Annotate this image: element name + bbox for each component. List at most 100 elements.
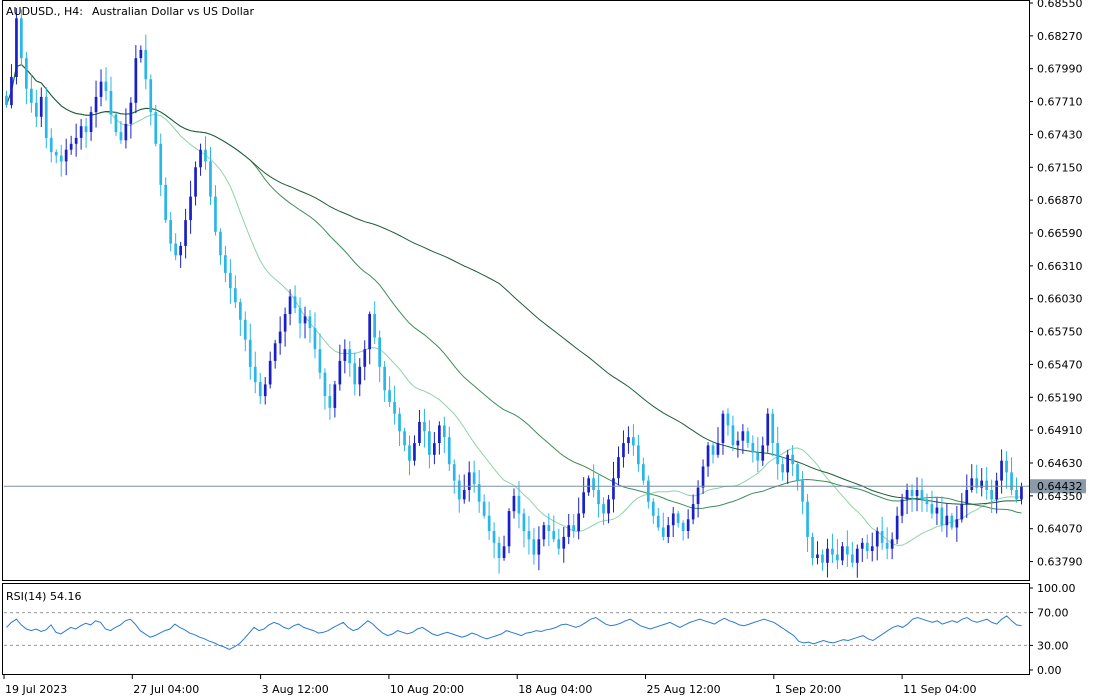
candle-body <box>159 143 163 185</box>
candle-body <box>801 480 804 502</box>
candle-body <box>522 513 526 532</box>
main-chart-frame <box>2 0 1030 581</box>
candle-body <box>149 79 153 113</box>
candle-body <box>602 504 605 514</box>
candle-body <box>492 531 496 543</box>
candle-body <box>671 513 675 526</box>
candle-body <box>935 507 939 514</box>
candle-body <box>746 431 750 443</box>
candle-body <box>985 480 988 490</box>
ma-slow-line <box>6 64 1022 505</box>
candle-body <box>870 546 874 551</box>
candle-body <box>786 454 789 473</box>
candle-body <box>293 296 297 309</box>
candle-body <box>647 480 650 502</box>
candle-body <box>661 527 665 537</box>
candle-body <box>930 504 934 514</box>
candle-body <box>119 132 123 141</box>
candle-body <box>726 413 730 426</box>
price-axis-tick-label: 0.68550 <box>1037 0 1083 10</box>
candle-body <box>318 349 322 373</box>
candle-body <box>622 443 625 458</box>
candle-body <box>408 445 411 461</box>
candle-body <box>612 478 615 500</box>
candle-body <box>209 161 212 197</box>
candle-body <box>497 542 501 559</box>
candle-body <box>298 308 302 324</box>
candle-body <box>89 112 93 132</box>
candle-body <box>253 366 257 383</box>
time-axis-tick-label: 18 Aug 04:00 <box>518 683 592 696</box>
candle-body <box>447 437 451 465</box>
candle-body <box>104 81 108 91</box>
candle-body <box>542 525 546 540</box>
candle-body <box>920 490 924 500</box>
chart-header-symbol: AUDUSD., H4: <box>6 5 83 18</box>
candle-body <box>403 431 406 446</box>
candle-body <box>651 501 655 516</box>
candle-body <box>517 495 521 514</box>
candle-body <box>592 478 595 490</box>
candle-body <box>995 480 998 500</box>
candle-body <box>502 546 506 558</box>
candle-body <box>328 396 332 408</box>
candle-body <box>617 457 620 479</box>
candle-body <box>154 112 158 144</box>
candle-body <box>94 96 98 113</box>
candle-body <box>811 536 814 558</box>
candle-body <box>975 478 979 488</box>
candle-body <box>273 343 277 361</box>
candle-body <box>741 431 745 441</box>
rsi-panel-frame <box>2 583 1030 675</box>
time-axis-tick-label: 11 Sep 04:00 <box>903 683 976 696</box>
candle-body <box>169 220 172 244</box>
candle-body <box>970 478 974 490</box>
price-axis-tick-label: 0.67150 <box>1037 161 1083 174</box>
candle-body <box>806 501 809 537</box>
current-price-label: 0.64432 <box>1037 480 1083 493</box>
candle-body <box>39 96 43 117</box>
rsi-axis-tick-label: 100.00 <box>1037 582 1076 595</box>
candle-body <box>383 366 386 391</box>
candle-body <box>512 495 516 512</box>
candle-body <box>467 472 471 490</box>
candle-body <box>781 464 784 473</box>
candle-body <box>950 515 954 528</box>
candle-body <box>701 466 705 488</box>
candle-body <box>487 515 491 532</box>
candle-body <box>129 102 133 124</box>
candle-body <box>398 413 401 432</box>
candle-body <box>885 542 889 549</box>
price-axis-tick-label: 0.65750 <box>1037 326 1083 339</box>
ma-fast-line <box>6 64 1022 546</box>
candle-body <box>890 539 894 549</box>
candle-body <box>134 58 138 103</box>
candle-body <box>388 390 391 402</box>
candle-body <box>831 548 834 555</box>
candle-body <box>905 490 909 500</box>
candle-body <box>30 88 33 103</box>
candle-body <box>990 490 993 500</box>
rsi-axis-tick-label: 70.00 <box>1037 607 1069 620</box>
candle-body <box>194 167 197 197</box>
candle-body <box>423 421 426 432</box>
candle-body <box>915 490 919 496</box>
price-axis-tick-label: 0.68270 <box>1037 30 1083 43</box>
candle-body <box>59 155 63 162</box>
candle-body <box>855 548 859 563</box>
candle-body <box>875 531 879 547</box>
candle-body <box>731 425 735 446</box>
candle-body <box>860 542 864 549</box>
candle-body <box>960 504 964 520</box>
candle-body <box>84 126 88 133</box>
candle-body <box>15 18 18 77</box>
candle-body <box>288 296 292 314</box>
candle-body <box>204 149 207 162</box>
candle-body <box>557 539 561 549</box>
candle-body <box>1005 460 1008 473</box>
candle-body <box>348 349 352 364</box>
candle-body <box>452 464 456 481</box>
candle-body <box>507 511 511 547</box>
candle-body <box>353 363 357 385</box>
candle-body <box>323 372 327 397</box>
